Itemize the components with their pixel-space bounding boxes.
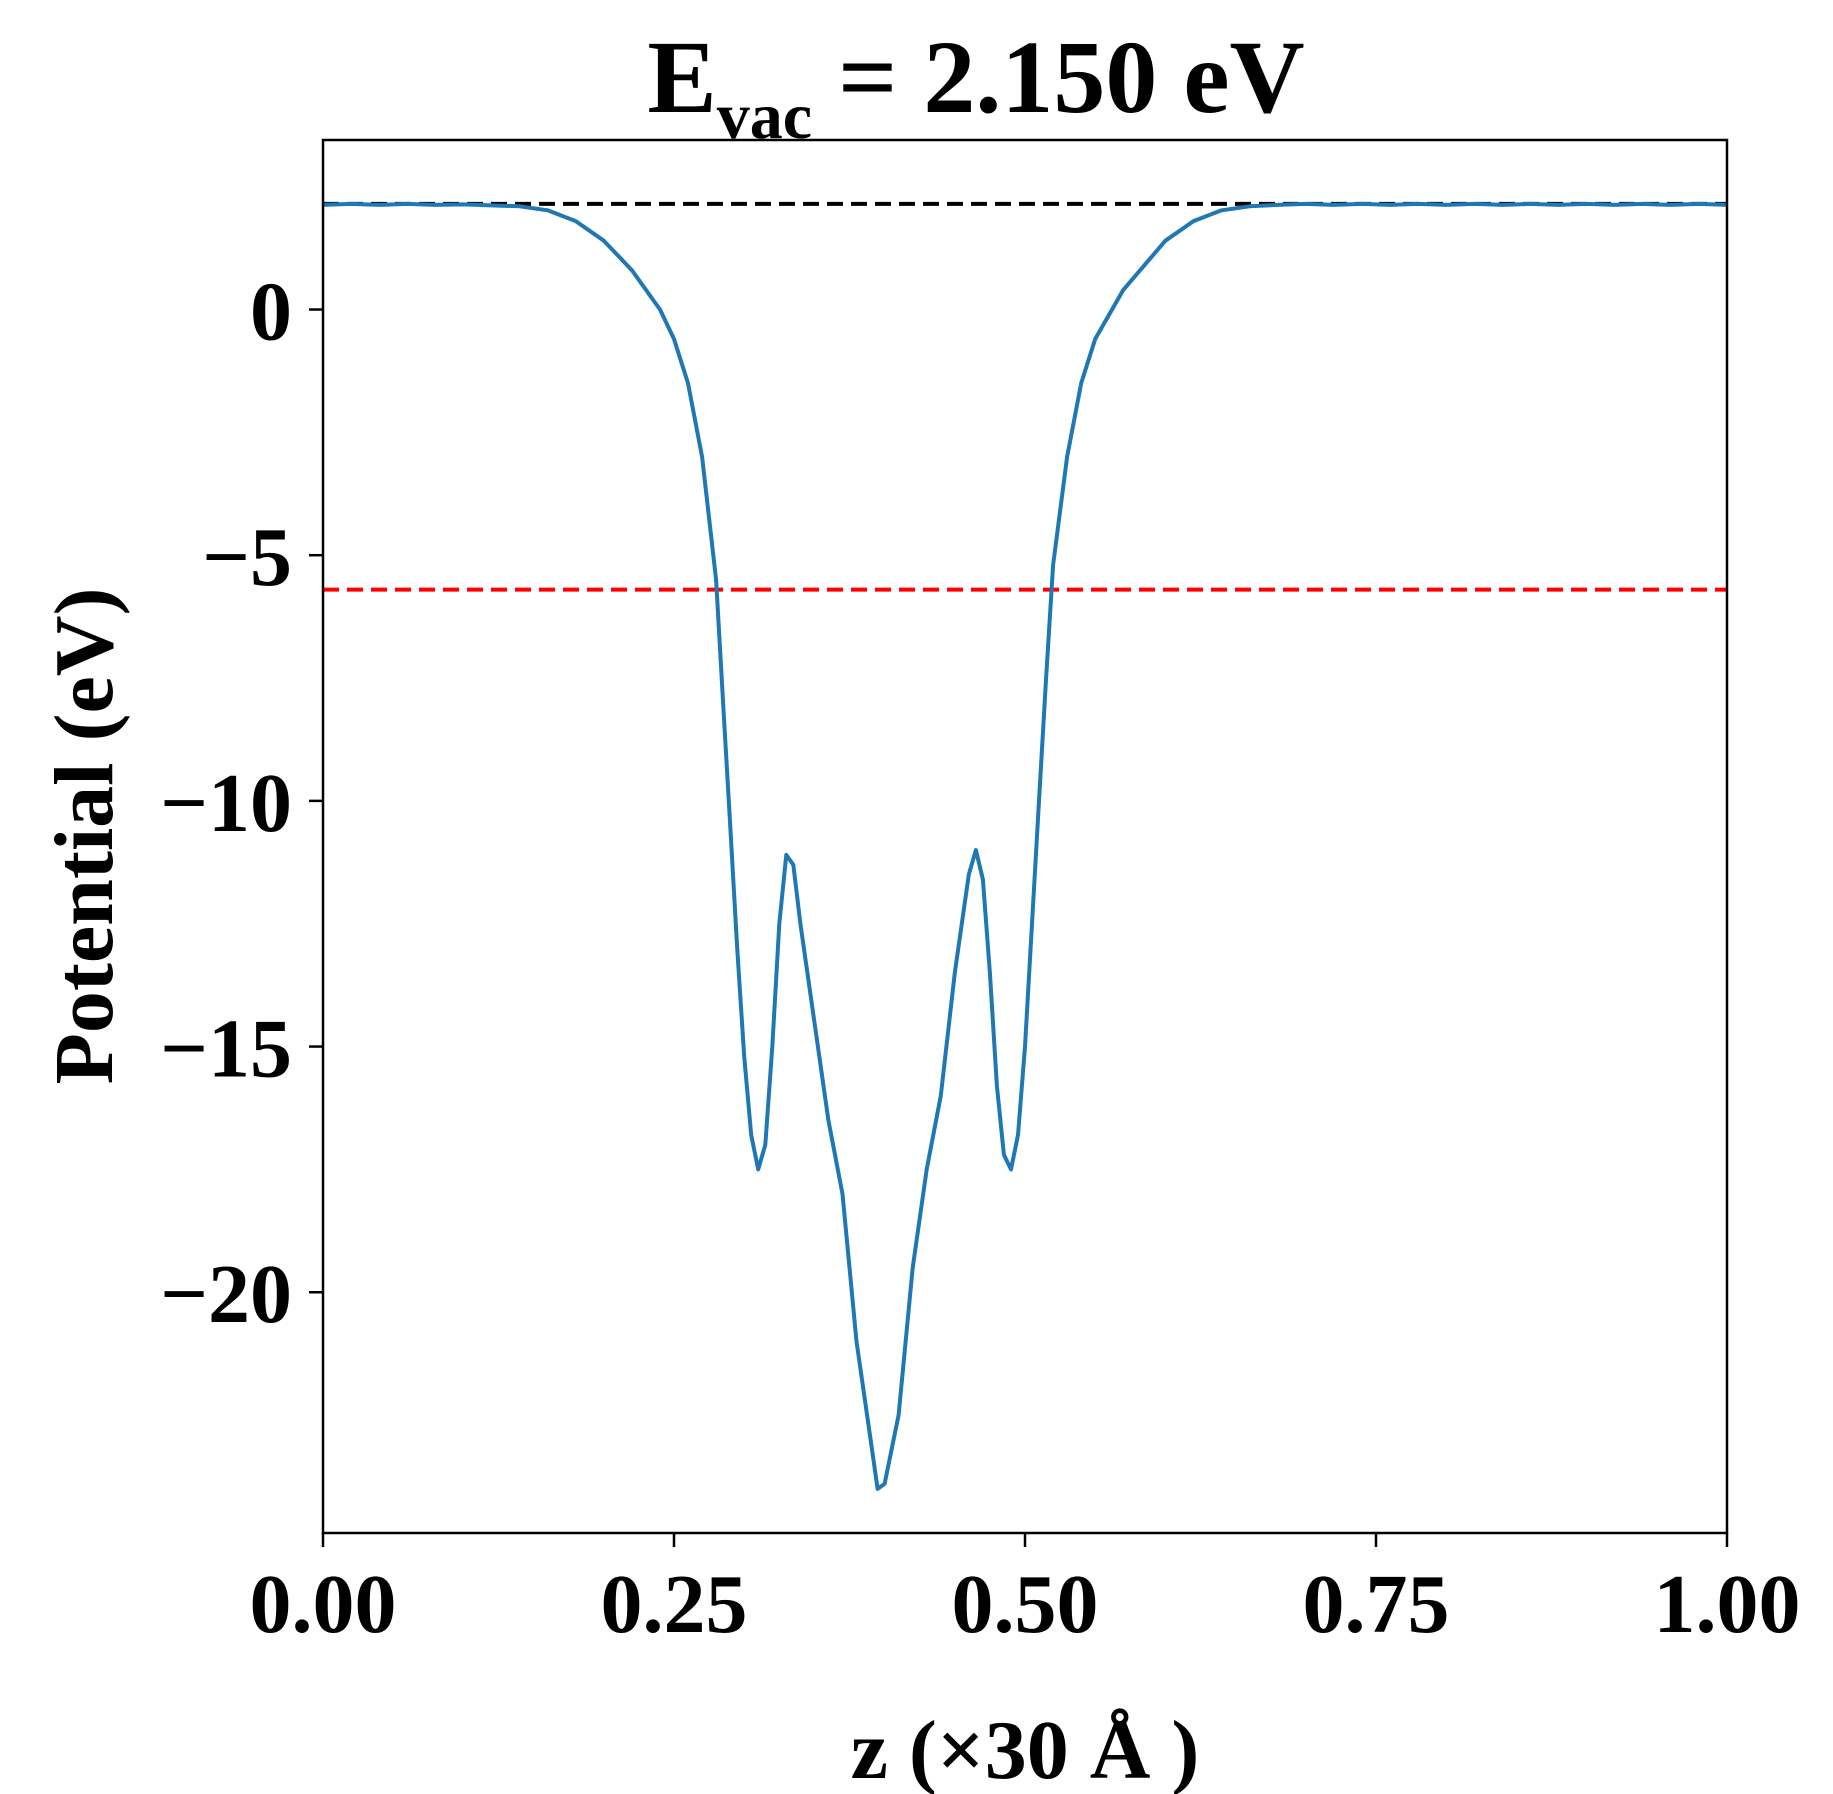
y-tick-label: −10: [160, 757, 292, 850]
x-tick-label: 0.00: [250, 1558, 397, 1651]
y-tick-label: −20: [160, 1248, 292, 1341]
plot-area: [322, 201, 1728, 1491]
title-subscript: vac: [717, 80, 812, 153]
plot-frame: [321, 138, 1729, 1535]
y-tick-label: 0: [250, 266, 292, 359]
y-axis-label: Potential (eV): [38, 588, 131, 1085]
x-tick-label: 1.00: [1654, 1558, 1801, 1651]
x-axis-label: z (×30 Å ): [851, 1704, 1200, 1794]
y-axis: 0 −5 −10 −15 −20: [160, 266, 323, 1341]
x-tick-label: 0.25: [601, 1558, 748, 1651]
x-axis: 0.00 0.25 0.50 0.75 1.00: [250, 1533, 1801, 1651]
x-tick-label: 0.50: [952, 1558, 1099, 1651]
title-rest: = 2.150 eV: [812, 20, 1305, 135]
chart-title: Evac = 2.150 eV: [647, 20, 1304, 153]
y-tick-label: −15: [160, 1003, 292, 1096]
y-tick-label: −5: [202, 511, 292, 604]
potential-series-line: [322, 201, 1728, 1491]
x-tick-label: 0.75: [1303, 1558, 1450, 1651]
title-main: E: [647, 20, 716, 135]
